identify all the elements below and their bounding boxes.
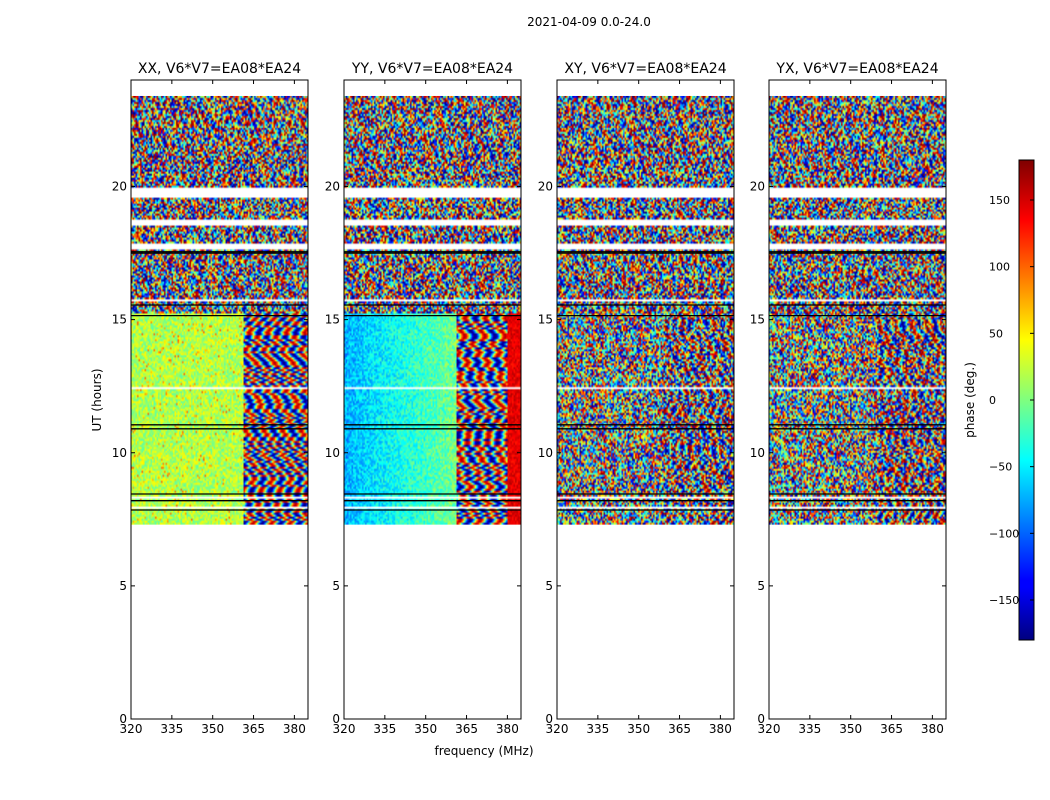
panel-1: YY, V6*V7=EA08*EA24 320 335 350 365 380 0 5 10 15… [325,61,522,736]
y-tick-label: 5 [757,579,765,593]
colorbar-tick-label: 0 [989,394,996,407]
colorbar-tick-label: −100 [989,527,1019,540]
x-axis-label: frequency (MHz) [434,744,533,758]
y-tick-label: 20 [538,180,553,194]
y-tick-label: 15 [325,313,340,327]
x-tick-label: 365 [880,722,903,736]
figure-title: 2021-04-09 0.0-24.0 [527,15,651,29]
colorbar-tick-label: −50 [989,461,1012,474]
y-tick-label: 20 [750,180,765,194]
colorbar-tick-label: −150 [989,594,1019,607]
y-tick-label: 10 [750,446,765,460]
colorbar-label: phase (deg.) [963,362,977,438]
y-tick-label: 0 [332,712,340,726]
panel-frame [343,79,522,720]
y-tick-label: 20 [112,180,127,194]
x-tick-label: 365 [668,722,691,736]
x-tick-label: 335 [160,722,183,736]
y-tick-label: 10 [112,446,127,460]
y-axis-label: UT (hours) [90,368,104,431]
panel-0: XX, V6*V7=EA08*EA24 320 335 350 365 380 0 5 10 15… [112,61,309,736]
x-tick-label: 320 [758,722,781,736]
panel-frame [556,79,735,720]
panel-phase-image [131,95,308,525]
x-tick-label: 350 [201,722,224,736]
x-tick-label: 335 [586,722,609,736]
x-tick-label: 350 [414,722,437,736]
x-tick-label: 320 [333,722,356,736]
y-tick-label: 0 [757,712,765,726]
y-tick-label: 15 [750,313,765,327]
panel-title: YX, V6*V7=EA08*EA24 [775,61,938,77]
y-tick-label: 5 [332,579,340,593]
y-tick-label: 0 [119,712,127,726]
y-tick-label: 15 [538,313,553,327]
x-tick-label: 365 [242,722,265,736]
panel-phase-image [769,95,946,525]
x-tick-label: 380 [496,722,519,736]
colorbar: −150 −100 −50 0 50 100 150 phase (deg.) [963,159,1035,641]
x-tick-label: 380 [921,722,944,736]
y-tick-label: 5 [119,579,127,593]
panel-frame [130,79,309,720]
panel-title: XX, V6*V7=EA08*EA24 [138,61,301,77]
panel-phase-image [344,95,521,525]
x-tick-label: 380 [709,722,732,736]
y-tick-label: 20 [325,180,340,194]
x-tick-label: 320 [546,722,569,736]
panel-title: XY, V6*V7=EA08*EA24 [564,61,726,77]
x-tick-label: 320 [120,722,143,736]
x-tick-label: 380 [283,722,306,736]
colorbar-ticks: −150 −100 −50 0 50 100 150 [989,194,1034,607]
panel-frame [768,79,947,720]
panel-3: YX, V6*V7=EA08*EA24 320 335 350 365 380 0 5 10 15… [750,61,947,736]
y-tick-label: 5 [545,579,553,593]
colorbar-tick-label: 150 [989,194,1010,207]
colorbar-tick-label: 50 [989,327,1003,340]
x-tick-label: 335 [373,722,396,736]
panel-2: XY, V6*V7=EA08*EA24 320 335 350 365 380 0 5 10 15… [538,61,735,736]
x-tick-label: 350 [627,722,650,736]
panel-phase-image [557,95,734,525]
y-tick-label: 0 [545,712,553,726]
panel-title: YY, V6*V7=EA08*EA24 [351,61,513,77]
x-tick-label: 365 [455,722,478,736]
x-tick-label: 335 [798,722,821,736]
y-tick-label: 10 [325,446,340,460]
y-tick-label: 10 [538,446,553,460]
x-tick-label: 350 [839,722,862,736]
colorbar-tick-label: 100 [989,261,1010,274]
y-tick-label: 15 [112,313,127,327]
panels: XX, V6*V7=EA08*EA24 320 335 350 365 380 0 5 10 15… [112,61,947,736]
